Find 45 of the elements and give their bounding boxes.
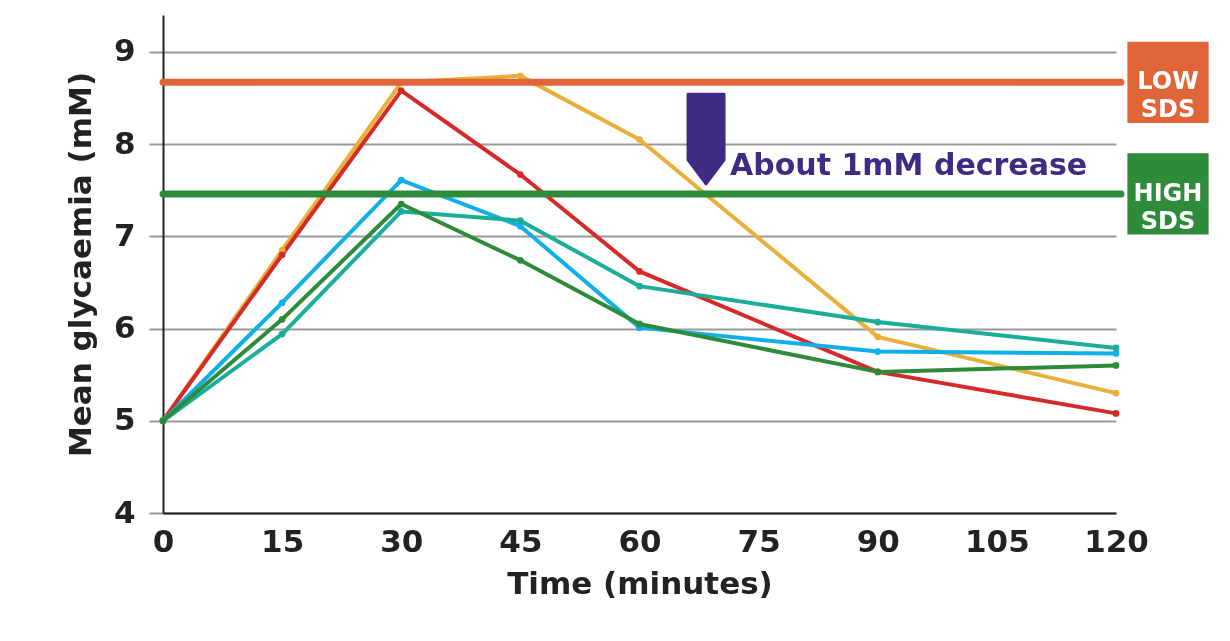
point bbox=[1112, 344, 1120, 352]
ref-line-label: LOW SDS bbox=[1137, 67, 1199, 124]
point bbox=[278, 251, 286, 259]
point bbox=[874, 348, 882, 355]
y-tick-label: 7 bbox=[113, 216, 136, 253]
point bbox=[1112, 350, 1120, 357]
y-tick-label: 6 bbox=[113, 309, 136, 346]
point bbox=[636, 282, 643, 290]
x-tick-label: 90 bbox=[856, 522, 900, 559]
point bbox=[278, 330, 286, 338]
y-axis-title: Mean glycaemia (mM) bbox=[61, 71, 98, 458]
point bbox=[636, 268, 643, 275]
point bbox=[278, 299, 286, 307]
point bbox=[517, 256, 524, 264]
x-tick-label: 30 bbox=[380, 522, 424, 559]
y-tick-label: 4 bbox=[113, 493, 136, 530]
point bbox=[1112, 389, 1120, 397]
x-tick-label: 45 bbox=[499, 522, 543, 559]
point bbox=[278, 315, 286, 323]
point bbox=[1112, 362, 1120, 369]
point bbox=[517, 72, 524, 80]
x-tick-label: 75 bbox=[737, 522, 781, 559]
point bbox=[636, 136, 643, 143]
point bbox=[1112, 410, 1120, 417]
point bbox=[874, 333, 882, 341]
point bbox=[874, 318, 882, 326]
ref-line-label: HIGH SDS bbox=[1133, 178, 1203, 235]
y-tick-label: 9 bbox=[113, 32, 136, 69]
point bbox=[397, 176, 405, 184]
annotation: About 1mM decrease bbox=[730, 146, 1088, 182]
x-tick-label: 120 bbox=[1084, 522, 1149, 559]
point bbox=[517, 171, 524, 178]
point bbox=[397, 87, 405, 94]
point bbox=[517, 217, 524, 224]
point bbox=[636, 320, 643, 328]
x-tick-label: 0 bbox=[152, 522, 175, 559]
point bbox=[517, 222, 524, 230]
x-tick-label: 60 bbox=[618, 522, 662, 559]
y-tick-label: 8 bbox=[113, 124, 136, 161]
y-tick-label: 5 bbox=[113, 401, 136, 438]
x-axis-title: Time (minutes) bbox=[507, 564, 773, 601]
point bbox=[397, 200, 405, 208]
x-tick-label: 105 bbox=[965, 522, 1030, 559]
x-tick-label: 15 bbox=[261, 522, 305, 559]
point bbox=[397, 208, 405, 215]
